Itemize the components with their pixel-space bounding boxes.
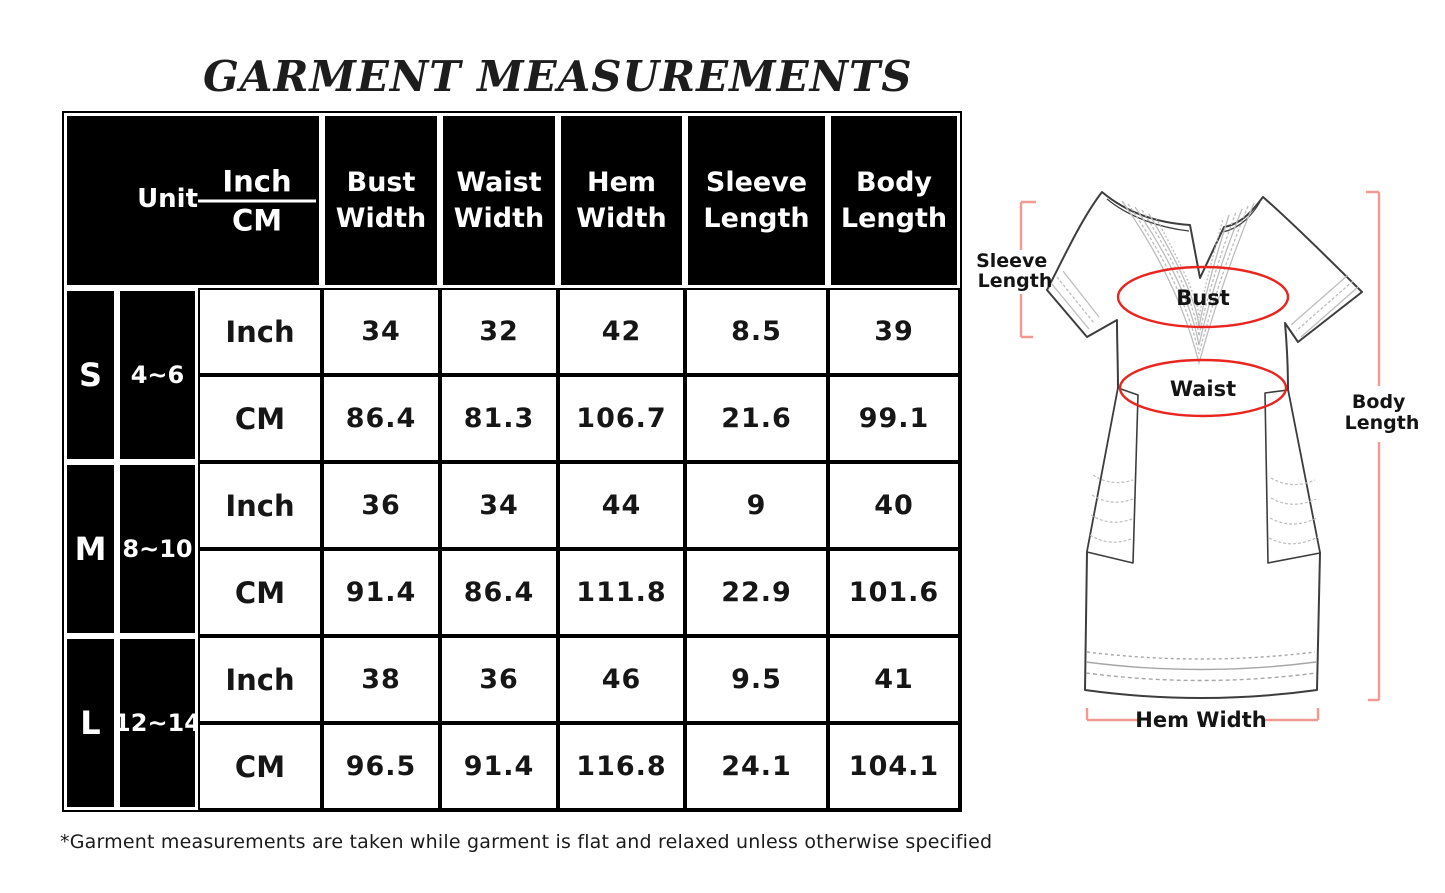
value-cell: 8.5 [685, 288, 828, 375]
dress-outline [1046, 191, 1363, 699]
value-cell: 46 [558, 636, 685, 723]
hem-band-pattern [1085, 651, 1317, 682]
hem-width-bracket [1085, 708, 1320, 722]
value-cell: 99.1 [828, 375, 960, 462]
value-cell: 44 [558, 462, 685, 549]
value-cell: 21.6 [685, 375, 828, 462]
waist-label: Waist [1170, 377, 1236, 401]
column-header-waist-width: Waist Width [440, 113, 558, 288]
page-title: GARMENT MEASUREMENTS [203, 52, 913, 101]
column-header-hem-width: Hem Width [558, 113, 685, 288]
sleeve-length-bracket [1019, 200, 1036, 339]
value-cell: 86.4 [322, 375, 440, 462]
value-cell: 39 [828, 288, 960, 375]
measurement-footnote: *Garment measurements are taken while ga… [60, 831, 993, 853]
column-header-bust-width: Bust Width [322, 113, 440, 288]
value-cell: 22.9 [685, 549, 828, 636]
value-cell: 38 [322, 636, 440, 723]
unit-header-cell: Unit Inch CM [64, 113, 322, 288]
bust-label: Bust [1176, 286, 1230, 310]
body-length-label: Body Length [1345, 391, 1420, 434]
row-unit-label: CM [198, 723, 322, 810]
unit-option-inch: Inch [222, 164, 292, 198]
value-cell: 9 [685, 462, 828, 549]
value-cell: 34 [322, 288, 440, 375]
unit-option-cm: CM [231, 203, 283, 237]
waist-measure-ellipse [1118, 358, 1288, 418]
pocket-pattern [1089, 474, 1319, 545]
value-cell: 111.8 [558, 549, 685, 636]
row-unit-label: Inch [198, 462, 322, 549]
value-cell: 36 [322, 462, 440, 549]
size-range-m: 8~10 [117, 462, 198, 636]
value-cell: 106.7 [558, 375, 685, 462]
value-cell: 81.3 [440, 375, 558, 462]
value-cell: 91.4 [440, 723, 558, 810]
sleeve-cuff-pattern [1050, 270, 1359, 338]
size-cell-m: M [64, 462, 117, 636]
value-cell: 9.5 [685, 636, 828, 723]
value-cell: 116.8 [558, 723, 685, 810]
value-cell: 104.1 [828, 723, 960, 810]
row-unit-label: CM [198, 375, 322, 462]
size-range-l: 12~14 [114, 636, 201, 810]
sleeve-length-label: Sleeve Length [976, 250, 1054, 292]
hem-width-label: Hem Width [1135, 708, 1266, 732]
row-unit-label: CM [198, 549, 322, 636]
unit-label: Unit [137, 183, 199, 214]
bust-measure-ellipse [1116, 265, 1290, 329]
measurement-table: Unit Inch CM Bust Width Waist Width Hem … [62, 111, 962, 812]
value-cell: 96.5 [322, 723, 440, 810]
size-cell-l: L [64, 636, 117, 810]
unit-divider-line [198, 199, 316, 202]
size-range-s: 4~6 [117, 288, 198, 462]
neckline-trim [1106, 198, 1261, 233]
column-header-body-length: Body Length [828, 113, 960, 288]
row-unit-label: Inch [198, 288, 322, 375]
value-cell: 34 [440, 462, 558, 549]
value-cell: 36 [440, 636, 558, 723]
unit-options: Inch CM [198, 163, 316, 238]
value-cell: 41 [828, 636, 960, 723]
size-cell-s: S [64, 288, 117, 462]
right-pocket [1264, 389, 1321, 564]
value-cell: 91.4 [322, 549, 440, 636]
value-cell: 24.1 [685, 723, 828, 810]
value-cell: 42 [558, 288, 685, 375]
value-cell: 40 [828, 462, 960, 549]
column-header-sleeve-length: Sleeve Length [685, 113, 828, 288]
value-cell: 32 [440, 288, 558, 375]
value-cell: 86.4 [440, 549, 558, 636]
body-length-bracket [1366, 190, 1381, 702]
value-cell: 101.6 [828, 549, 960, 636]
row-unit-label: Inch [198, 636, 322, 723]
garment-diagram: Sleeve Length Body Length Bust Waist Hem… [976, 190, 1420, 732]
